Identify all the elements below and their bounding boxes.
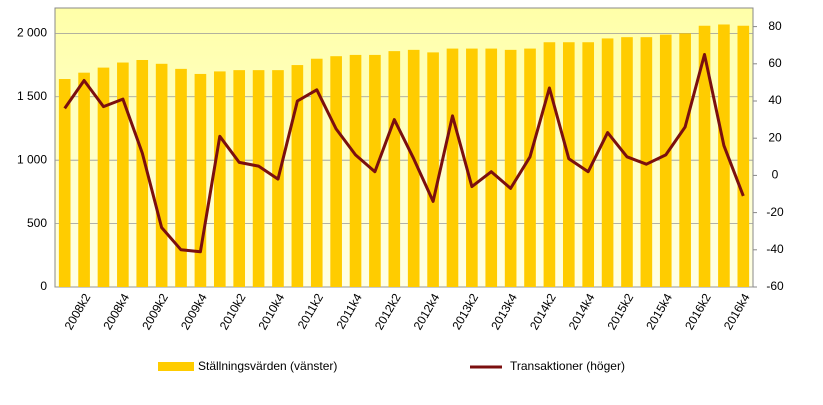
bar: [485, 48, 498, 287]
x-tick-label: 2011k2: [295, 291, 327, 332]
x-tick-label: 2015k2: [605, 291, 637, 332]
y2-tick-label: 60: [768, 56, 782, 70]
bar: [659, 34, 672, 287]
bar: [718, 24, 730, 288]
bar: [58, 79, 71, 287]
bar: [582, 42, 595, 288]
bar: [291, 65, 304, 288]
bar: [117, 62, 129, 288]
bar: [446, 48, 459, 287]
x-tick-label: 2010k4: [256, 291, 288, 332]
x-tick-label: 2014k2: [527, 291, 559, 332]
line: [63, 53, 745, 254]
x-tick-label: 2012k4: [411, 291, 443, 332]
bar: [640, 37, 653, 287]
y-tick-label: 1 000: [17, 152, 47, 166]
bar: [233, 70, 246, 288]
y2-tick-label: 20: [768, 130, 782, 144]
bar: [388, 51, 401, 288]
bar: [698, 25, 711, 287]
y-tick-label: 0: [40, 279, 47, 293]
bar: [562, 42, 575, 288]
bar: [194, 73, 207, 287]
bar: [543, 42, 556, 288]
x-tick-label: 2009k2: [139, 291, 171, 332]
x-tick-label: 2013k4: [488, 291, 520, 332]
bar: [466, 48, 478, 287]
x-tick-label: 2015k4: [643, 291, 675, 332]
bar: [737, 25, 750, 287]
bar: [310, 58, 323, 288]
bar: [621, 37, 633, 287]
bar: [213, 71, 226, 287]
bar: [330, 56, 342, 287]
bar: [524, 48, 536, 287]
legend-label: Transaktioner (höger): [510, 359, 625, 373]
x-tick-label: 2016k2: [682, 291, 714, 332]
y-tick-label: 2 000: [17, 26, 47, 40]
bar: [252, 70, 265, 288]
bar: [136, 59, 149, 287]
legend-swatch: [158, 362, 194, 371]
x-tick-label: 2013k2: [449, 291, 481, 332]
bar: [349, 54, 362, 287]
x-tick-label: 2009k4: [178, 291, 210, 332]
x-tick-label: 2016k4: [721, 291, 753, 332]
bar: [427, 52, 439, 287]
x-tick-label: 2011k4: [334, 291, 366, 332]
bar: [407, 49, 420, 287]
bar: [97, 67, 110, 287]
x-tick-label: 2010k2: [217, 291, 249, 332]
x-tick-label: 2014k4: [566, 291, 598, 332]
y2-tick-label: 40: [768, 93, 782, 107]
bar: [601, 38, 614, 287]
bar: [504, 49, 517, 287]
y-tick-label: 500: [27, 216, 47, 230]
legend-label: Ställningsvärden (vänster): [198, 359, 337, 373]
bar: [78, 72, 90, 287]
y2-tick-label: -60: [766, 279, 784, 293]
x-tick-label: 2008k2: [62, 291, 94, 332]
y2-tick-label: 0: [772, 168, 779, 182]
y2-tick-label: -20: [766, 205, 784, 219]
bar: [679, 33, 691, 288]
y2-tick-label: -40: [766, 242, 784, 256]
y2-tick-label: 80: [768, 19, 782, 33]
bar: [175, 68, 187, 287]
x-tick-label: 2012k2: [372, 291, 404, 332]
bar: [155, 63, 168, 287]
y-tick-label: 1 500: [17, 89, 47, 103]
x-tick-label: 2008k4: [100, 291, 132, 332]
